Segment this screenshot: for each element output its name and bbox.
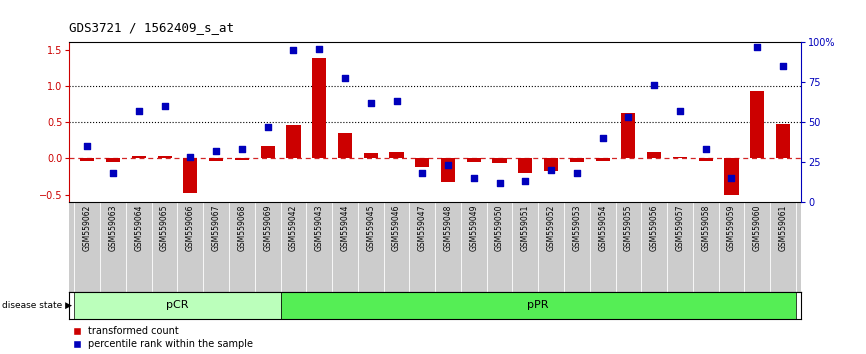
Text: GSM559062: GSM559062 bbox=[83, 205, 92, 251]
Point bbox=[570, 170, 584, 176]
Bar bbox=[596, 158, 610, 160]
Bar bbox=[750, 91, 765, 158]
Point bbox=[158, 103, 171, 109]
Bar bbox=[158, 156, 171, 158]
Point bbox=[493, 180, 507, 185]
Bar bbox=[518, 158, 533, 173]
Point bbox=[776, 64, 790, 69]
Point bbox=[338, 75, 352, 80]
Bar bbox=[776, 124, 790, 158]
Point bbox=[441, 162, 455, 168]
Text: GSM559043: GSM559043 bbox=[314, 205, 324, 251]
Text: GSM559069: GSM559069 bbox=[263, 205, 272, 251]
Text: GSM559050: GSM559050 bbox=[495, 205, 504, 251]
Point bbox=[107, 170, 120, 176]
Bar bbox=[287, 125, 301, 158]
Text: GSM559066: GSM559066 bbox=[186, 205, 195, 251]
Bar bbox=[74, 292, 281, 319]
Text: GSM559057: GSM559057 bbox=[675, 205, 684, 251]
Point bbox=[596, 135, 610, 141]
Text: GSM559061: GSM559061 bbox=[779, 205, 787, 251]
Bar bbox=[724, 158, 739, 195]
Legend: transformed count, percentile rank within the sample: transformed count, percentile rank withi… bbox=[74, 326, 253, 349]
Point bbox=[622, 115, 636, 120]
Bar bbox=[364, 153, 378, 158]
Text: pPR: pPR bbox=[527, 300, 549, 310]
Bar bbox=[441, 158, 456, 182]
Text: GSM559046: GSM559046 bbox=[392, 205, 401, 251]
Bar bbox=[390, 152, 404, 158]
Bar bbox=[544, 158, 559, 171]
Bar bbox=[261, 146, 275, 158]
Bar bbox=[621, 113, 636, 158]
Text: GSM559059: GSM559059 bbox=[727, 205, 736, 251]
Point bbox=[132, 108, 145, 114]
Text: GSM559045: GSM559045 bbox=[366, 205, 375, 251]
Bar bbox=[493, 158, 507, 163]
Text: GSM559047: GSM559047 bbox=[417, 205, 427, 251]
Text: GSM559055: GSM559055 bbox=[624, 205, 633, 251]
Text: GSM559067: GSM559067 bbox=[211, 205, 221, 251]
Text: pCR: pCR bbox=[166, 300, 189, 310]
Text: GSM559051: GSM559051 bbox=[520, 205, 530, 251]
Bar bbox=[647, 152, 662, 158]
Point bbox=[467, 175, 481, 181]
Text: disease state ▶: disease state ▶ bbox=[2, 301, 72, 310]
Bar bbox=[81, 158, 94, 160]
Bar bbox=[699, 158, 713, 160]
Bar bbox=[415, 158, 430, 167]
Point bbox=[313, 46, 326, 52]
Text: GSM559064: GSM559064 bbox=[134, 205, 144, 251]
Bar bbox=[209, 158, 223, 161]
Text: GSM559053: GSM559053 bbox=[572, 205, 581, 251]
Point bbox=[390, 99, 404, 104]
Point bbox=[416, 170, 430, 176]
Bar bbox=[132, 156, 146, 158]
Point bbox=[261, 124, 275, 130]
Point bbox=[81, 143, 94, 149]
Bar bbox=[106, 158, 120, 162]
Bar bbox=[338, 133, 352, 158]
Text: GSM559063: GSM559063 bbox=[108, 205, 118, 251]
Text: GSM559065: GSM559065 bbox=[160, 205, 169, 251]
Point bbox=[647, 82, 661, 88]
Point bbox=[184, 154, 197, 160]
Text: GSM559058: GSM559058 bbox=[701, 205, 710, 251]
Point bbox=[287, 48, 301, 53]
Bar bbox=[235, 158, 249, 160]
Bar bbox=[467, 158, 481, 162]
Point bbox=[364, 100, 378, 106]
Bar bbox=[570, 158, 584, 162]
Text: GSM559052: GSM559052 bbox=[546, 205, 556, 251]
Text: GSM559049: GSM559049 bbox=[469, 205, 478, 251]
Point bbox=[544, 167, 558, 173]
Text: GSM559044: GSM559044 bbox=[340, 205, 350, 251]
Point bbox=[673, 108, 687, 114]
Text: GSM559042: GSM559042 bbox=[289, 205, 298, 251]
Point bbox=[699, 147, 713, 152]
Text: GSM559068: GSM559068 bbox=[237, 205, 247, 251]
Text: GSM559054: GSM559054 bbox=[598, 205, 607, 251]
Bar bbox=[673, 157, 687, 158]
Point bbox=[235, 147, 249, 152]
Point bbox=[210, 148, 223, 154]
Bar bbox=[312, 58, 326, 158]
Text: GSM559048: GSM559048 bbox=[443, 205, 453, 251]
Bar bbox=[184, 158, 197, 193]
Bar bbox=[281, 292, 796, 319]
Text: GSM559060: GSM559060 bbox=[753, 205, 762, 251]
Point bbox=[519, 178, 533, 184]
Text: GDS3721 / 1562409_s_at: GDS3721 / 1562409_s_at bbox=[69, 21, 235, 34]
Point bbox=[750, 45, 764, 50]
Point bbox=[725, 175, 739, 181]
Text: GSM559056: GSM559056 bbox=[650, 205, 659, 251]
